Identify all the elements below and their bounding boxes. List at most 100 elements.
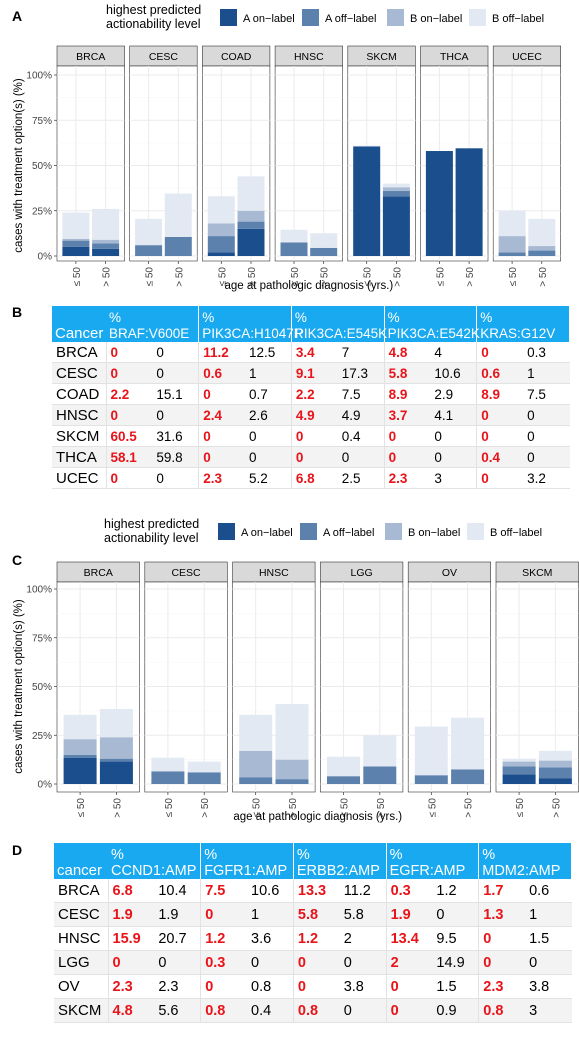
bar-segment <box>63 757 97 784</box>
bar-segment <box>275 779 309 784</box>
y-tick-label: 75% <box>32 116 52 127</box>
value-cell: 2.3 <box>154 974 201 999</box>
value-cell: 0.8 <box>247 974 294 999</box>
value-cell: 7.5 <box>337 383 385 405</box>
bar-segment <box>425 151 453 256</box>
value-cell: 0 <box>152 362 199 384</box>
bar-segment <box>353 146 381 256</box>
bar-segment <box>502 761 536 767</box>
bar-segment <box>151 771 185 784</box>
x-axis-label: age at pathologic diagnosis (yrs.) <box>224 280 393 292</box>
x-tick-label: > 50 <box>376 798 387 818</box>
bar-segment <box>382 190 410 197</box>
value-cell-highlight: 0 <box>383 425 431 447</box>
column-header: % KRAS:G12V <box>476 306 570 342</box>
mutation-table: Cancer% BRAF:V600E% PIK3CA:H1047R% PIK3C… <box>52 306 570 489</box>
value-cell: 2.6 <box>245 404 292 426</box>
legend-label: B off−label <box>490 527 542 539</box>
legend-label: A off−label <box>325 13 376 25</box>
value-cell: 0.3 <box>523 342 570 363</box>
table-row: SKCM 4.8 5.6 0.8 0.4 0.8 0 0 0.9 0.8 3 <box>54 998 572 1023</box>
bar-segment <box>310 247 338 256</box>
facet-label: CESC <box>149 51 179 63</box>
value-cell-highlight: 60.5 <box>105 425 153 447</box>
bar-segment <box>363 766 397 784</box>
value-cell-highlight: 0 <box>105 342 153 363</box>
x-tick-label: > 50 <box>288 798 299 818</box>
value-cell-highlight: 11.2 <box>198 342 246 363</box>
value-cell: 0 <box>337 446 385 468</box>
bar-segment <box>528 246 556 251</box>
value-cell: 11.2 <box>339 879 387 903</box>
value-cell-highlight: 0.8 <box>478 998 526 1023</box>
value-cell: 5.8 <box>339 902 387 927</box>
bar-segment <box>239 714 273 751</box>
column-header: % BRAF:V600E <box>106 306 200 342</box>
value-cell: 15.1 <box>152 383 199 405</box>
value-cell: 31.6 <box>152 425 199 447</box>
value-cell-highlight: 1.3 <box>478 902 526 927</box>
facet-label: HNSC <box>294 51 324 63</box>
value-cell: 3 <box>525 998 572 1023</box>
bar-segment <box>207 252 235 256</box>
legend-title: actionability level <box>106 17 201 31</box>
bar-segment <box>99 737 133 759</box>
x-tick-label: ≤ 50 <box>145 267 156 287</box>
value-cell: 0 <box>339 950 387 975</box>
legend-label: A on−label <box>241 527 293 539</box>
value-cell-highlight: 0 <box>105 467 153 489</box>
bar-segment <box>275 704 309 760</box>
y-tick-label: 75% <box>32 633 52 644</box>
y-axis-label: cases with treatment option(s) (%) <box>13 599 25 774</box>
bar-segment <box>63 714 97 740</box>
column-header: % PIK3CA:H1047R <box>198 306 304 342</box>
facet-panel: HNSC ≤ 50 > 50 <box>274 45 343 287</box>
x-tick-label: ≤ 50 <box>290 267 301 287</box>
bar-segment <box>502 774 536 784</box>
legend-swatch <box>467 523 484 540</box>
legend-label: B on−label <box>408 527 460 539</box>
bar-segment <box>528 250 556 256</box>
bar-segment <box>280 242 308 256</box>
row-label: OV <box>54 974 108 999</box>
value-cell: 10.4 <box>154 879 201 903</box>
legend-swatch <box>385 523 402 540</box>
column-header: % CCND1:AMP <box>108 843 202 879</box>
bar-segment <box>414 726 448 776</box>
value-cell-highlight: 8.9 <box>383 383 431 405</box>
facet-panel: BRCA ≤ 50 > 50 <box>56 561 140 818</box>
facet-label: UCEC <box>512 51 542 63</box>
value-cell: 12.5 <box>245 342 292 363</box>
bar-segment <box>538 760 572 768</box>
x-tick-label: ≤ 50 <box>340 798 351 818</box>
value-cell-highlight: 2.3 <box>478 974 526 999</box>
table-row: COAD 2.2 15.1 0 0.7 2.2 7.5 8.9 2.9 8.9 7.5 <box>52 383 570 405</box>
row-label: COAD <box>52 383 106 405</box>
value-cell-highlight: 2.3 <box>383 467 431 489</box>
table-header-row: Cancer% BRAF:V600E% PIK3CA:H1047R% PIK3C… <box>52 306 570 342</box>
x-tick-label: > 50 <box>392 267 403 287</box>
bar-segment <box>207 223 235 237</box>
table-row: BRCA 6.8 10.4 7.5 10.6 13.3 11.2 0.3 1.2 1.7 0.6 <box>54 879 572 903</box>
value-cell: 3 <box>430 467 477 489</box>
table-row: UCEC 0 0 2.3 5.2 6.8 2.5 2.3 3 0 3.2 <box>52 467 570 489</box>
value-cell-highlight: 4.9 <box>290 404 338 426</box>
panel-label: B <box>12 304 22 320</box>
value-cell-highlight: 3.7 <box>383 404 431 426</box>
row-label: BRCA <box>52 342 106 363</box>
value-cell-highlight: 0 <box>383 446 431 468</box>
value-cell-highlight: 0 <box>198 446 246 468</box>
facet-panel: THCA ≤ 50 > 50 <box>420 45 489 287</box>
facet-label: COAD <box>221 51 252 63</box>
column-header: % PIK3CA:E542K <box>384 306 480 342</box>
facet-panel: BRCA ≤ 50 > 50 <box>56 45 125 287</box>
bar-segment <box>414 775 448 784</box>
facet-label: HNSC <box>259 567 289 579</box>
x-tick-label: ≤ 50 <box>76 798 87 818</box>
column-header: % PIK3CA:E545K <box>291 306 387 342</box>
value-cell-highlight: 2 <box>385 950 433 975</box>
value-cell: 0 <box>523 425 570 447</box>
value-cell-highlight: 0 <box>478 950 526 975</box>
value-cell: 17.3 <box>337 362 385 384</box>
